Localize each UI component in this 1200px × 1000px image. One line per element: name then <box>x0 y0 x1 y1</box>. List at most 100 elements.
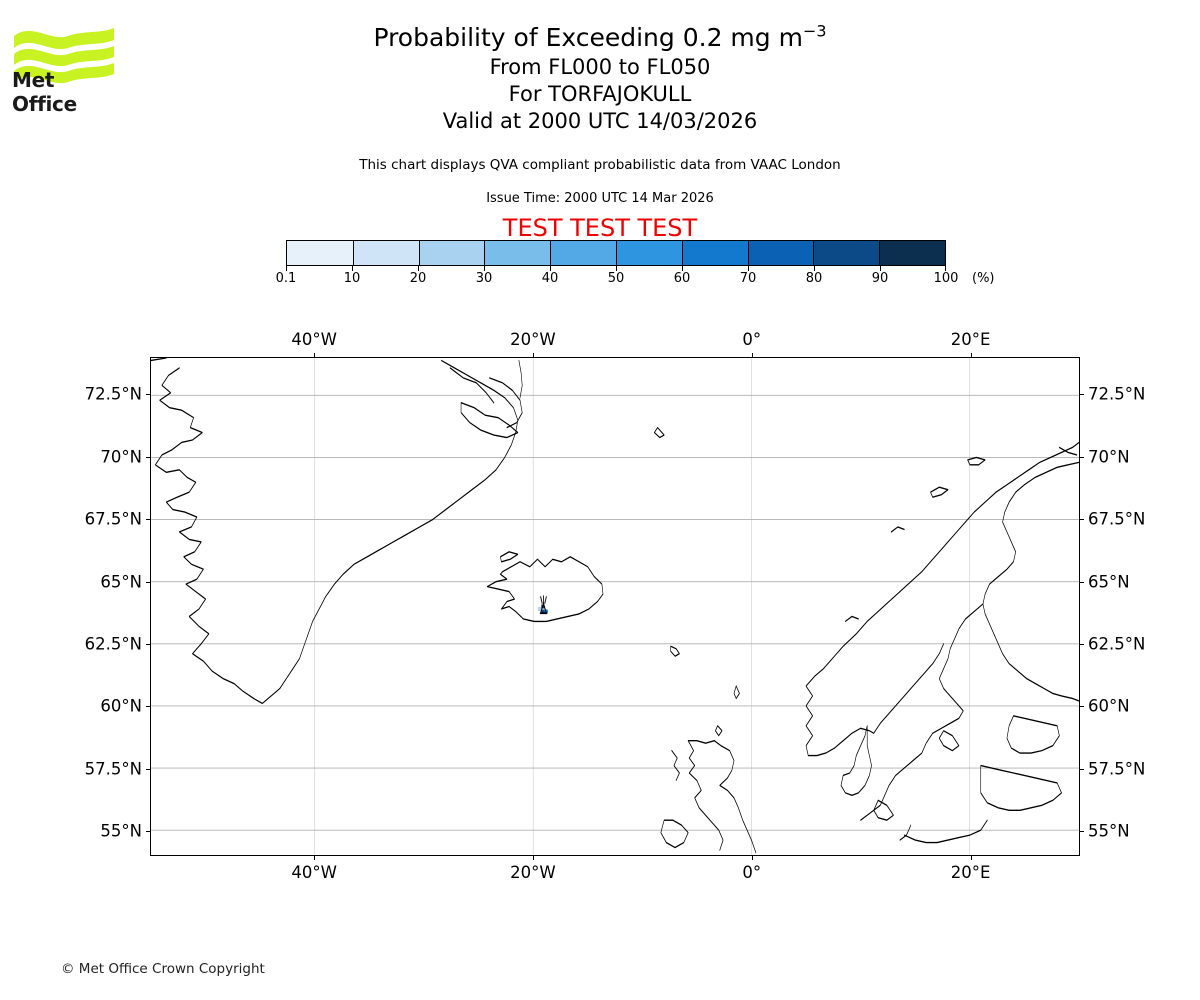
colorbar-separator-2 <box>418 241 420 265</box>
colorbar-tick-1 <box>352 266 353 271</box>
copyright-notice: © Met Office Crown Copyright <box>61 961 265 977</box>
title-block: Probability of Exceeding 0.2 mg m−3 From… <box>130 22 1070 135</box>
xtick-label-bottom-3: 20°E <box>950 863 991 882</box>
colorbar-tick-label-2: 20 <box>409 271 427 286</box>
colorbar-tick-label-5: 50 <box>607 271 625 286</box>
met-office-waves-icon <box>14 28 114 84</box>
xtick-label-top-3: 20°E <box>950 330 991 349</box>
iceland-westfjords <box>500 551 519 563</box>
ytick-label-left-1: 57.5°N <box>84 759 142 779</box>
greenland-fjord-a <box>460 402 519 439</box>
ytick-label-right-0: 55°N <box>1088 821 1130 841</box>
gotland <box>938 730 960 752</box>
ytick-label-right-1: 57.5°N <box>1088 759 1146 779</box>
greenland-ne-edge <box>518 359 523 399</box>
xtick-bottom-0 <box>314 856 316 860</box>
ytick-label-left-7: 72.5°N <box>84 384 142 404</box>
greenland-fjord-c <box>449 367 495 404</box>
outer-hebrides <box>671 749 680 782</box>
colorbar-segment-5 <box>615 241 682 265</box>
colorbar-segment-3 <box>484 241 551 265</box>
volcano-triangle-icon <box>539 602 548 615</box>
plume-cell-0 <box>538 607 542 611</box>
finland-east-border <box>982 461 1079 702</box>
page-title-text: Probability of Exceeding 0.2 mg m <box>373 23 803 52</box>
ytick-right-0 <box>1080 831 1084 833</box>
colorbar-tick-label-0: 0.1 <box>275 271 297 286</box>
map-plot-area[interactable] <box>150 357 1080 856</box>
colorbar-tick-2 <box>418 266 419 271</box>
ytick-label-right-6: 70°N <box>1088 447 1130 467</box>
colorbar-tick-4 <box>550 266 551 271</box>
colorbar-tick-label-9: 90 <box>871 271 889 286</box>
ytick-right-3 <box>1080 643 1084 645</box>
volcano-line: For TORFAJOKULL <box>508 82 692 106</box>
colorbar-separator-4 <box>550 241 552 265</box>
colorbar-tick-8 <box>814 266 815 271</box>
ytick-label-left-6: 70°N <box>100 447 142 467</box>
ytick-right-7 <box>1080 394 1084 396</box>
colorbar-gradient <box>286 240 946 266</box>
xtick-label-bottom-0: 40°W <box>291 863 337 882</box>
norway-islands-b <box>845 615 859 623</box>
colorbar <box>286 240 946 266</box>
colorbar-tick-label-8: 80 <box>805 271 823 286</box>
issue-time: Issue Time: 2000 UTC 14 Mar 2026 <box>486 191 714 206</box>
plume-cell-1 <box>541 609 545 614</box>
map-coastlines <box>151 358 1079 854</box>
norway-islands-a <box>890 526 905 533</box>
colorbar-segment-4 <box>550 241 616 265</box>
map-canvas <box>151 358 1079 855</box>
ytick-right-4 <box>1080 581 1084 583</box>
ytick-label-left-5: 67.5°N <box>84 509 142 529</box>
volcano-plume-tick-2 <box>544 595 547 605</box>
colorbar-tick-9 <box>880 266 881 271</box>
greenland-east-coast <box>155 359 519 705</box>
ytick-label-left-0: 55°N <box>100 821 142 841</box>
map-gridlines <box>151 358 1079 855</box>
lofoten <box>930 486 949 498</box>
sweden-east-coast <box>860 603 984 821</box>
xtick-label-top-2: 0° <box>742 330 762 349</box>
ytick-right-1 <box>1080 768 1084 770</box>
xtick-bottom-1 <box>532 856 534 860</box>
greenland-nw-edge <box>151 358 167 362</box>
colorbar-tick-label-6: 60 <box>673 271 691 286</box>
estonia <box>1006 715 1060 754</box>
colorbar-segment-8 <box>813 241 880 265</box>
denmark-jutland <box>840 725 872 797</box>
ytick-label-right-5: 67.5°N <box>1088 509 1146 529</box>
page-title-exponent: −3 <box>802 21 827 41</box>
xtick-label-top-1: 20°W <box>510 330 556 349</box>
norway-west-coast <box>805 441 1079 757</box>
sweden-inland-border <box>873 643 944 734</box>
colorbar-tick-6 <box>682 266 683 271</box>
orkney <box>715 725 723 737</box>
colorbar-tick-label-1: 10 <box>343 271 361 286</box>
ytick-right-6 <box>1080 456 1084 458</box>
colorbar-segment-7 <box>747 241 814 265</box>
colorbar-separator-7 <box>747 241 749 265</box>
ytick-right-5 <box>1080 519 1084 521</box>
test-banner: TEST TEST TEST <box>502 214 698 242</box>
colorbar-segment-0 <box>287 241 353 265</box>
colorbar-separator-5 <box>616 241 617 265</box>
norway-south-coast <box>807 727 875 757</box>
colorbar-tick-label-4: 40 <box>541 271 559 286</box>
page-title: Probability of Exceeding 0.2 mg m−3 <box>130 22 1070 54</box>
colorbar-tick-3 <box>484 266 485 271</box>
colorbar-tick-10 <box>945 266 946 271</box>
colorbar-ticks: 0.1 10 20 30 40 50 60 70 80 90 100 <box>276 266 958 288</box>
colorbar-tick-label-10: 100 <box>933 271 959 286</box>
chart-blurb: This chart displays QVA compliant probab… <box>359 157 841 173</box>
colorbar-segment-6 <box>681 241 748 265</box>
flight-level-line: From FL000 to FL050 <box>489 55 711 79</box>
colorbar-segment-1 <box>352 241 419 265</box>
baltic-south-coast <box>904 819 988 844</box>
bornholm-area <box>899 824 912 841</box>
xtick-label-bottom-1: 20°W <box>510 863 556 882</box>
volcano-plume-tick-0 <box>540 595 543 605</box>
met-office-wordmark: Met Office <box>12 68 77 116</box>
faroe-islands <box>670 645 680 657</box>
colorbar-tick-label-7: 70 <box>739 271 757 286</box>
